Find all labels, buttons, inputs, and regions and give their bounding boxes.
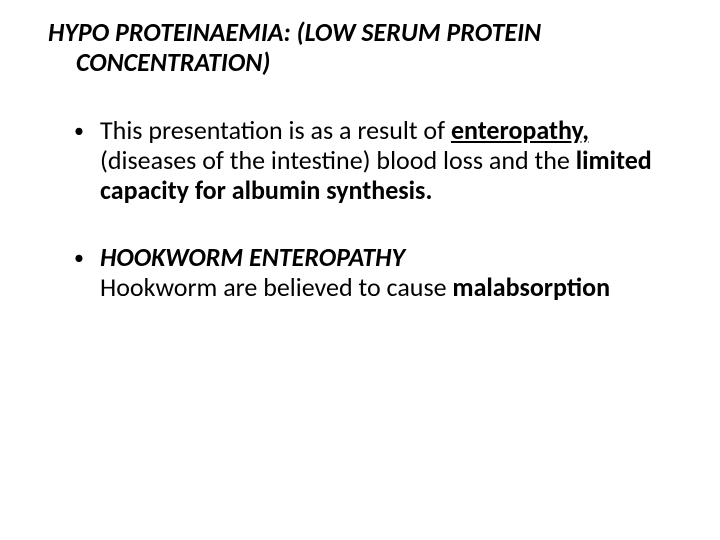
bullet-1-text-a: This presentation is as a result of <box>100 114 451 146</box>
bullet-1-enteropathy: enteropathy, <box>451 114 589 146</box>
bullet-1-text-b: (diseases of the intestine) blood loss a… <box>100 144 576 176</box>
bullet-2-text: Hookworm are believed to cause <box>100 271 452 303</box>
bullet-1-period: . <box>425 174 432 206</box>
bullet-2: HOOKWORM ENTEROPATHY Hookworm are believ… <box>74 243 680 303</box>
bullet-2-heading: HOOKWORM ENTEROPATHY <box>100 241 405 273</box>
slide-title: HYPO PROTEINAEMIA: (LOW SERUM PROTEIN CO… <box>40 18 680 78</box>
bullet-2-bold: malabsorption <box>452 271 610 303</box>
bullet-1: This presentation is as a result of ente… <box>74 116 680 206</box>
title-line-2: CONCENTRATION) <box>50 48 680 78</box>
slide-container: HYPO PROTEINAEMIA: (LOW SERUM PROTEIN CO… <box>0 0 720 540</box>
slide-body: This presentation is as a result of ente… <box>40 116 680 303</box>
title-line-1: HYPO PROTEINAEMIA: (LOW SERUM PROTEIN <box>48 16 541 48</box>
